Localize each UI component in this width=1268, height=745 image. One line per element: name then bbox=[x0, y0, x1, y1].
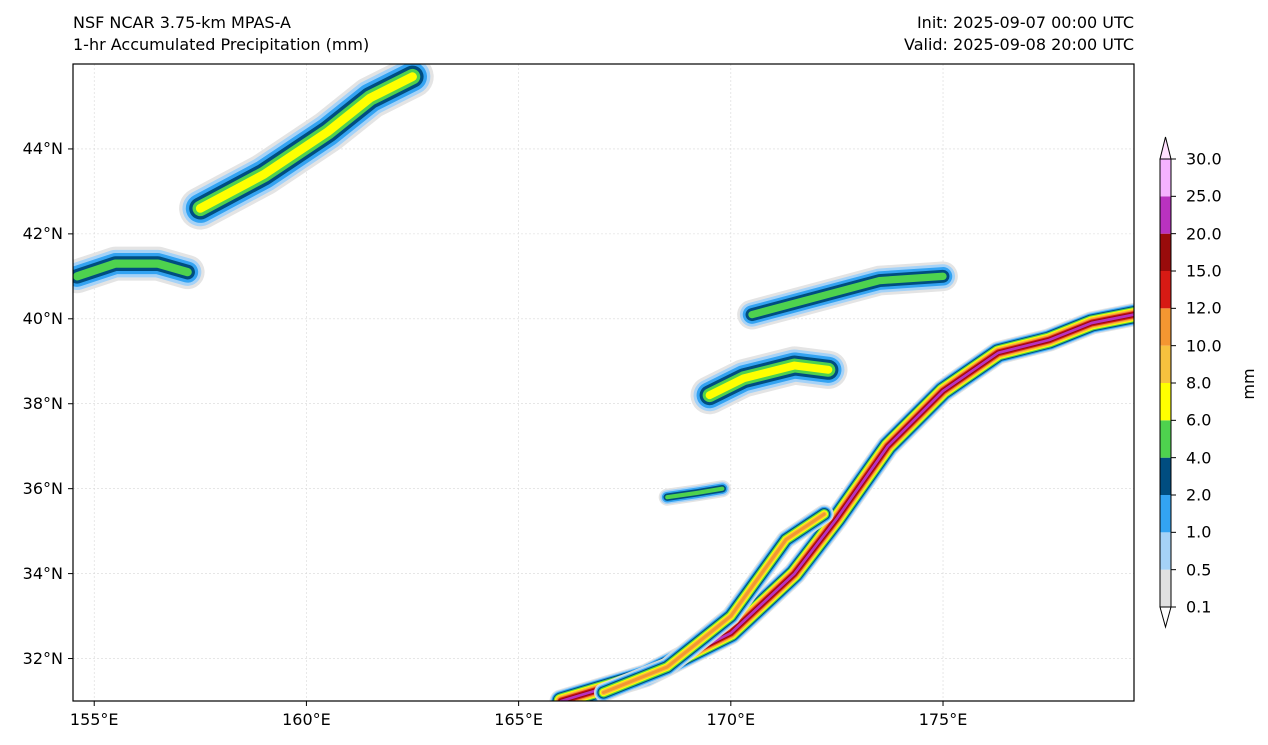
lat-tick-label: 42°N bbox=[22, 223, 63, 243]
colorbar bbox=[1159, 136, 1176, 629]
lon-tick-label: 165°E bbox=[494, 710, 543, 729]
valid-time: Valid: 2025-09-08 20:00 UTC bbox=[903, 35, 1134, 54]
lat-tick-label: 36°N bbox=[22, 478, 63, 498]
colorbar-tick-label: 0.1 bbox=[1186, 597, 1212, 617]
colorbar-extend-high bbox=[1159, 136, 1172, 160]
colorbar-tick-label: 30.0 bbox=[1186, 149, 1222, 169]
colorbar-segment bbox=[1160, 495, 1171, 533]
lon-tick-label: 155°E bbox=[69, 710, 119, 729]
colorbar-tick-label: 15.0 bbox=[1186, 261, 1222, 281]
precip-contour-front-branch bbox=[602, 512, 826, 694]
colorbar-tick-label: 0.5 bbox=[1186, 560, 1212, 580]
colorbar-segment bbox=[1160, 383, 1171, 421]
colorbar-tick-label: 8.0 bbox=[1186, 373, 1212, 393]
title-left: NSF NCAR 3.75-km MPAS-A 1-hr Accumulated… bbox=[73, 12, 369, 56]
precip-field bbox=[73, 64, 1134, 701]
colorbar-tick-label: 4.0 bbox=[1186, 448, 1212, 468]
colorbar-tick-label: 1.0 bbox=[1186, 522, 1212, 542]
colorbar-segment bbox=[1160, 233, 1171, 271]
colorbar-tick-label: 25.0 bbox=[1186, 186, 1222, 206]
lat-tick-label: 44°N bbox=[22, 138, 63, 158]
colorbar-unit: mm bbox=[1239, 368, 1259, 400]
model-title: NSF NCAR 3.75-km MPAS-A bbox=[73, 13, 291, 32]
colorbar-segment bbox=[1160, 457, 1171, 495]
colorbar-segment bbox=[1160, 308, 1171, 346]
colorbar-segment bbox=[1160, 532, 1171, 570]
precip-contour-band bbox=[73, 259, 192, 281]
lat-tick-label: 38°N bbox=[22, 393, 63, 413]
colorbar-segment bbox=[1160, 159, 1171, 197]
colorbar-segment bbox=[1160, 420, 1171, 458]
colorbar-tick-label: 20.0 bbox=[1186, 224, 1222, 244]
colorbar-extend-low bbox=[1159, 606, 1172, 629]
colorbar-segment bbox=[1160, 271, 1171, 309]
colorbar-segment bbox=[1160, 345, 1171, 383]
colorbar-tick-label: 10.0 bbox=[1186, 336, 1222, 356]
init-time: Init: 2025-09-07 00:00 UTC bbox=[916, 13, 1134, 32]
lat-tick-label: 32°N bbox=[22, 648, 63, 668]
map-frame bbox=[72, 63, 1135, 702]
lat-tick-label: 34°N bbox=[22, 563, 63, 583]
precip-contour-cluster bbox=[748, 272, 947, 319]
axis-ticks bbox=[68, 148, 944, 706]
gridlines bbox=[73, 64, 1134, 701]
lat-tick-label: 40°N bbox=[22, 308, 63, 328]
colorbar-segment bbox=[1160, 196, 1171, 234]
colorbar-tick-label: 12.0 bbox=[1186, 298, 1222, 318]
lon-tick-label: 160°E bbox=[282, 710, 331, 729]
lon-tick-label: 170°E bbox=[706, 710, 756, 729]
title-right: Init: 2025-09-07 00:00 UTC Valid: 2025-0… bbox=[904, 12, 1134, 56]
precip-contour-cluster bbox=[705, 361, 833, 400]
colorbar-tick-label: 2.0 bbox=[1186, 485, 1212, 505]
precip-contour-cluster bbox=[665, 486, 725, 500]
field-title: 1-hr Accumulated Precipitation (mm) bbox=[73, 35, 370, 54]
precip-contour-band bbox=[195, 72, 417, 213]
colorbar-segment bbox=[1160, 569, 1171, 607]
lon-tick-label: 175°E bbox=[918, 710, 968, 729]
colorbar-tick-label: 6.0 bbox=[1186, 410, 1212, 430]
